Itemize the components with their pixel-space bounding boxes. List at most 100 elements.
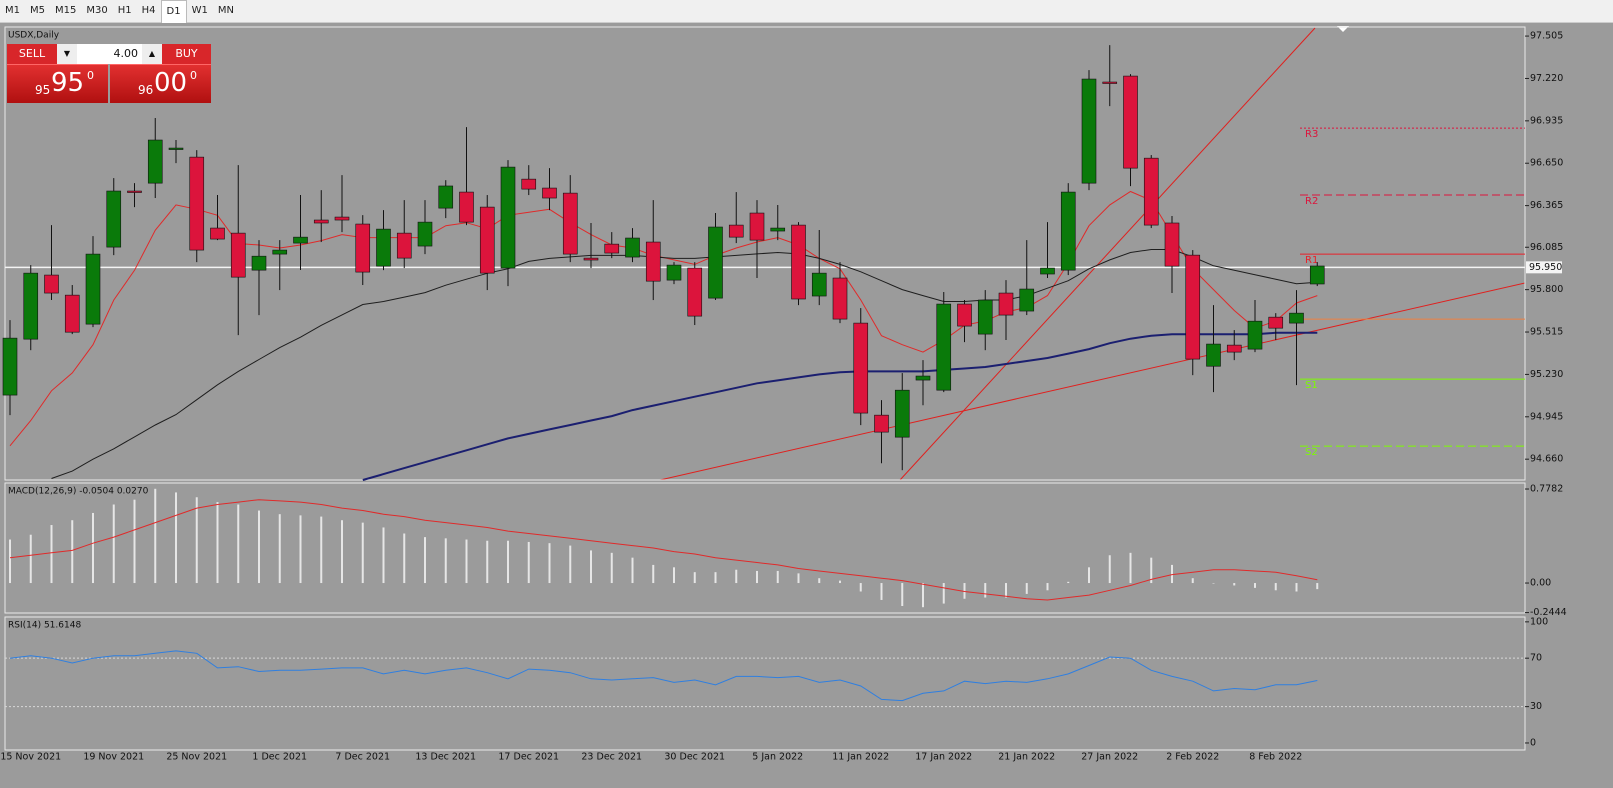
volume-down[interactable]: ▼ — [57, 44, 77, 64]
macd-bar — [465, 539, 468, 584]
candle-body — [168, 147, 184, 150]
timeframe-button[interactable]: M15 — [55, 5, 77, 16]
macd-bar — [92, 512, 94, 584]
macd-bar — [154, 488, 157, 584]
candle-body — [1247, 320, 1263, 350]
candle-body — [1081, 78, 1097, 184]
macd-bar — [922, 583, 924, 608]
macd-bar — [673, 567, 675, 584]
timeframe-button[interactable]: M5 — [30, 5, 45, 16]
candle-body — [749, 212, 765, 241]
candle-body — [728, 224, 744, 238]
candle-body — [127, 190, 142, 193]
bid-price[interactable]: 95 95 0 — [7, 64, 108, 103]
x-tick-label: 13 Dec 2021 — [415, 752, 476, 763]
macd-bar — [569, 545, 572, 584]
macd-bar — [1171, 564, 1173, 584]
timeframe-button[interactable]: W1 — [191, 5, 208, 16]
macd-bar — [610, 552, 613, 584]
candle-body — [853, 322, 869, 414]
macd-bar — [175, 492, 177, 584]
chart-background — [0, 23, 1613, 788]
y-tick-label: 100 — [1530, 616, 1548, 627]
macd-bar — [693, 572, 696, 584]
candle-body — [1060, 191, 1076, 271]
y-tick-label: 0.00 — [1530, 578, 1551, 589]
y-tick-label: 96.935 — [1530, 115, 1563, 126]
price-prefix: 95 — [35, 83, 51, 97]
macd-bar — [216, 502, 219, 584]
y-tick-label: 0 — [1530, 737, 1536, 748]
macd-bar — [797, 573, 800, 584]
indicator-line — [9, 499, 1318, 601]
timeframe-button[interactable]: MN — [217, 5, 234, 16]
panel-frame — [4, 616, 1526, 751]
candle-body — [147, 139, 163, 184]
macd-bar — [1067, 581, 1070, 584]
candle-body — [521, 178, 537, 190]
price-label: 95.950 — [1529, 262, 1562, 273]
candle-body — [957, 303, 972, 327]
timeframe-button[interactable]: H1 — [117, 5, 132, 16]
x-tick-label: 30 Dec 2021 — [664, 752, 725, 763]
candle-body — [894, 389, 910, 438]
timeframe-button[interactable]: M30 — [86, 5, 108, 16]
macd-bar — [71, 520, 74, 584]
macd-bar — [1233, 583, 1236, 586]
timeframe-button[interactable]: D1 — [160, 0, 187, 23]
macd-bar — [112, 504, 115, 584]
macd-bar — [1295, 583, 1298, 592]
candle-body — [230, 232, 246, 278]
pivot-label: R1 — [1305, 255, 1318, 266]
y-tick-label: 0.7782 — [1530, 484, 1563, 495]
buy-button[interactable]: BUY — [162, 44, 211, 64]
macd-bar — [444, 538, 447, 584]
candle-body — [770, 227, 786, 232]
panel-frame — [4, 482, 1526, 614]
pivot-label: R2 — [1305, 196, 1318, 207]
candle-body — [396, 232, 412, 259]
macd-bar — [839, 580, 841, 584]
macd-bar — [50, 525, 53, 584]
macd-bar — [258, 510, 260, 584]
macd-bar — [590, 550, 592, 584]
candle-body — [1123, 75, 1138, 169]
volume-input[interactable]: 4.00 — [77, 44, 142, 64]
y-tick-label: 96.650 — [1530, 158, 1563, 169]
candle-body — [334, 216, 350, 221]
x-tick-label: 2 Feb 2022 — [1166, 752, 1219, 763]
x-tick-label: 23 Dec 2021 — [581, 752, 642, 763]
candle-body — [1164, 222, 1180, 267]
candle-body — [936, 303, 952, 391]
sell-button[interactable]: SELL — [7, 44, 57, 64]
y-tick-label: 96.365 — [1530, 200, 1563, 211]
candle-body — [915, 375, 931, 381]
panel-title: MACD(12,26,9) -0.0504 0.0270 — [8, 487, 149, 497]
ask-price[interactable]: 96 00 0 — [110, 64, 211, 103]
timeframe-toolbar: M1 M5 M15 M30 H1 H4 D1 W1 MN — [0, 0, 1613, 23]
macd-bar — [818, 578, 821, 584]
candle-body — [1102, 81, 1118, 84]
macd-bar — [382, 527, 385, 584]
x-tick-label: 25 Nov 2021 — [166, 752, 227, 763]
volume-up[interactable]: ▲ — [142, 44, 162, 64]
price-suffix: 0 — [190, 69, 197, 82]
candle-body — [977, 299, 993, 335]
candle-body — [23, 272, 39, 340]
candle-body — [874, 414, 889, 433]
candle-body — [293, 236, 308, 244]
candle-body — [625, 237, 640, 258]
candle-body — [1206, 343, 1221, 367]
macd-bar — [631, 557, 634, 584]
y-tick-label: 97.220 — [1530, 73, 1563, 84]
y-tick-label: 30 — [1530, 701, 1542, 712]
timeframe-button[interactable]: H4 — [141, 5, 156, 16]
y-tick-label: 70 — [1530, 653, 1542, 664]
y-tick-label: 95.800 — [1530, 284, 1563, 295]
timeframe-button[interactable]: M1 — [5, 5, 20, 16]
macd-bar — [1254, 583, 1256, 588]
candle-body — [811, 272, 827, 297]
x-tick-label: 1 Dec 2021 — [252, 752, 307, 763]
panel-title: RSI(14) 51.6148 — [8, 621, 81, 631]
candle-body — [1226, 344, 1242, 353]
